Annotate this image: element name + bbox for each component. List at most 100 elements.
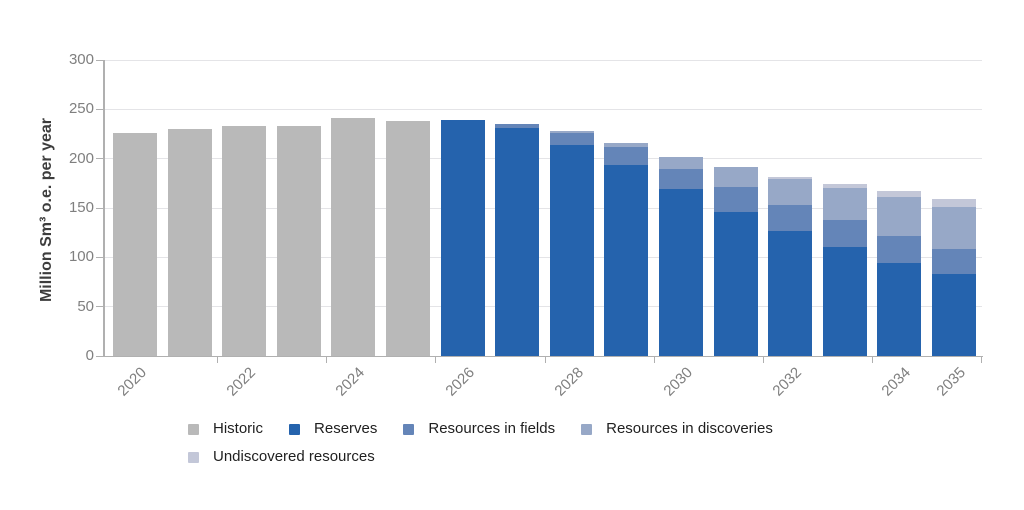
bar-2033[interactable] (822, 60, 867, 356)
x-tick-12 (762, 356, 764, 363)
bar-segment-undiscovered-resources-2032[interactable] (768, 177, 813, 180)
bar-segment-resources-in-discoveries-2030[interactable] (659, 156, 703, 169)
x-tick-label-2024: 2024 (332, 364, 369, 400)
bar-segment-reserves-2029[interactable] (604, 164, 649, 356)
x-tick-label-2030: 2030 (660, 364, 697, 400)
legend-item-resources-in-fields[interactable]: Resources in fields (403, 421, 555, 437)
y-tick-label-50: 50 (77, 297, 94, 315)
bar-segment-reserves-2032[interactable] (768, 230, 813, 356)
bar-segment-resources-in-fields-2027[interactable] (495, 124, 540, 129)
bar-segment-resources-in-discoveries-2032[interactable] (768, 179, 813, 206)
bar-segment-resources-in-fields-2028[interactable] (549, 133, 594, 145)
bar-segment-undiscovered-resources-2035[interactable] (932, 199, 976, 208)
bar-segment-resources-in-fields-2031[interactable] (713, 187, 758, 212)
bar-segment-resources-in-discoveries-2031[interactable] (713, 166, 758, 188)
bar-segment-resources-in-discoveries-2033[interactable] (822, 188, 867, 220)
bar-segment-resources-in-discoveries-2034[interactable] (877, 197, 922, 236)
bar-segment-reserves-2035[interactable] (932, 274, 976, 356)
bar-segment-reserves-2026[interactable] (440, 120, 485, 356)
bar-segment-resources-in-discoveries-2035[interactable] (932, 207, 976, 250)
gridline-150 (104, 207, 982, 209)
y-tick-0 (96, 355, 103, 357)
legend-item-historic[interactable]: Historic (188, 421, 263, 437)
bar-segment-reserves-2034[interactable] (877, 263, 922, 356)
bar-segment-undiscovered-resources-2034[interactable] (877, 191, 922, 198)
bar-segment-reserves-2028[interactable] (549, 144, 594, 356)
y-tick-label-200: 200 (68, 149, 94, 167)
y-tick-150 (96, 207, 103, 209)
bar-2024[interactable] (331, 60, 376, 356)
bar-segment-reserves-2031[interactable] (713, 211, 758, 356)
bar-2026[interactable] (440, 60, 485, 356)
x-axis-line (103, 355, 983, 357)
x-tick-label-2028: 2028 (551, 364, 587, 400)
bar-segment-historic-2025[interactable] (386, 121, 430, 356)
y-tick-label-300: 300 (68, 51, 94, 68)
y-tick-50 (96, 306, 103, 308)
bar-segment-undiscovered-resources-2033[interactable] (822, 184, 867, 189)
y-tick-label-250: 250 (68, 100, 94, 118)
y-tick-label-100: 100 (68, 248, 94, 266)
x-tick-4 (326, 356, 328, 363)
legend-label-resources-in-fields: Resources in fields (428, 420, 556, 437)
bar-2021[interactable] (167, 60, 212, 356)
y-tick-300 (96, 59, 103, 61)
bar-segment-resources-in-fields-2030[interactable] (659, 168, 703, 190)
x-tick-6 (435, 356, 437, 363)
y-tick-label-150: 150 (68, 199, 94, 216)
legend-label-resources-in-discoveries: Resources in discoveries (606, 420, 773, 437)
legend-item-reserves[interactable]: Reserves (289, 421, 377, 437)
gridline-50 (104, 306, 982, 308)
bar-segment-historic-2021[interactable] (167, 129, 212, 356)
legend-swatch-historic (188, 423, 199, 435)
legend-swatch-undiscovered-resources (188, 451, 199, 463)
bar-segment-resources-in-fields-2032[interactable] (768, 205, 813, 231)
bar-segment-historic-2020[interactable] (113, 133, 157, 356)
bar-2022[interactable] (222, 60, 267, 356)
x-tick-2 (216, 356, 218, 363)
y-tick-200 (96, 158, 103, 160)
gridline-300 (104, 59, 982, 61)
x-tick-16 (981, 356, 983, 363)
bar-2027[interactable] (495, 60, 540, 356)
bar-2032[interactable] (768, 60, 813, 356)
bar-segment-reserves-2027[interactable] (495, 128, 540, 356)
bar-2023[interactable] (276, 60, 321, 356)
legend-label-historic: Historic (213, 420, 264, 437)
bar-segment-resources-in-discoveries-2029[interactable] (604, 142, 649, 147)
bar-2030[interactable] (659, 60, 703, 356)
legend: Historic Reserves Resources in fields Resou… (188, 421, 880, 465)
bar-segment-historic-2024[interactable] (331, 118, 376, 356)
bar-segment-reserves-2030[interactable] (659, 189, 703, 356)
legend-swatch-reserves (289, 423, 301, 435)
y-tick-label-0: 0 (85, 347, 94, 364)
bar-2035[interactable] (932, 60, 976, 356)
gridline-100 (104, 256, 982, 258)
legend-swatch-resources-in-fields (403, 423, 415, 435)
bar-segment-resources-in-discoveries-2028[interactable] (549, 131, 594, 134)
bar-segment-reserves-2033[interactable] (822, 247, 867, 356)
bar-segment-resources-in-fields-2029[interactable] (604, 146, 649, 165)
gridline-250 (104, 108, 982, 110)
bar-segment-resources-in-fields-2035[interactable] (932, 249, 976, 275)
legend-item-undiscovered-resources[interactable]: Undiscovered resources (188, 449, 375, 465)
legend-label-undiscovered-resources: Undiscovered resources (213, 448, 375, 465)
y-axis-line (103, 60, 105, 357)
bar-2028[interactable] (549, 60, 594, 356)
x-tick-label-2020: 2020 (114, 364, 151, 400)
x-tick-label-2035: 2035 (933, 364, 970, 400)
bar-segment-historic-2023[interactable] (276, 126, 321, 356)
bar-segment-historic-2022[interactable] (222, 126, 267, 356)
bar-2025[interactable] (386, 60, 430, 356)
bar-segment-resources-in-fields-2034[interactable] (877, 235, 922, 264)
bar-2020[interactable] (113, 60, 157, 356)
legend-item-resources-in-discoveries[interactable]: Resources in discoveries (581, 421, 773, 437)
bar-2031[interactable] (713, 60, 758, 356)
bar-2034[interactable] (877, 60, 922, 356)
legend-swatch-resources-in-discoveries (581, 423, 593, 435)
bar-2029[interactable] (604, 60, 649, 356)
x-tick-14 (872, 356, 874, 363)
x-tick-8 (544, 356, 546, 363)
x-tick-10 (653, 356, 655, 363)
bar-segment-resources-in-fields-2033[interactable] (822, 219, 867, 248)
